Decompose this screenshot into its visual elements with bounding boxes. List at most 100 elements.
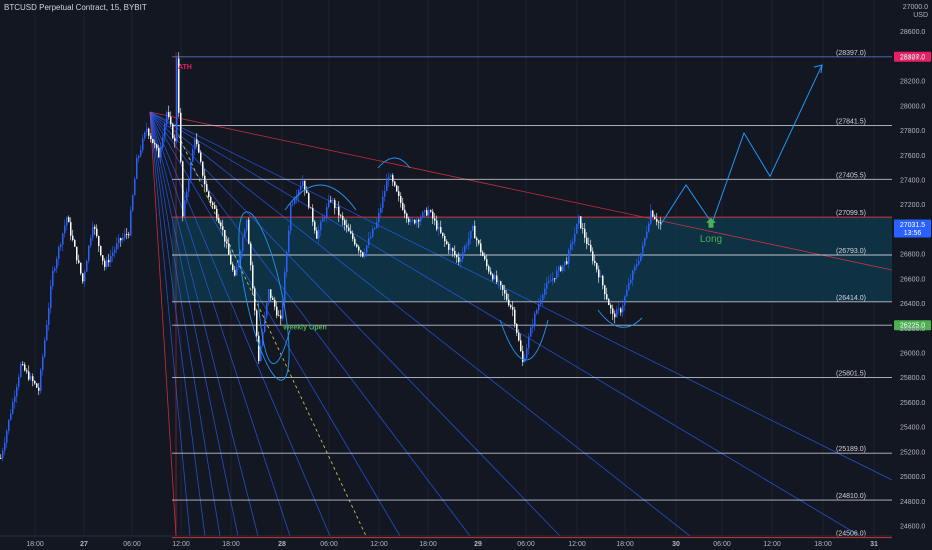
candle-body bbox=[548, 280, 550, 283]
candle-body bbox=[588, 244, 590, 245]
candle-body bbox=[466, 245, 468, 247]
candle-body bbox=[64, 225, 66, 234]
candle-body bbox=[16, 386, 18, 397]
candle-body bbox=[636, 264, 638, 267]
candle-body bbox=[622, 305, 624, 313]
candle-body bbox=[90, 237, 92, 246]
candle-body bbox=[316, 230, 318, 239]
candle-body bbox=[112, 252, 114, 256]
candle-body bbox=[482, 252, 484, 257]
level-price-tag-text: 28397.0 bbox=[900, 54, 925, 61]
candle-body bbox=[362, 252, 364, 257]
candle-body bbox=[392, 175, 394, 182]
candle-body bbox=[314, 221, 316, 231]
candle-body bbox=[154, 142, 156, 145]
candle-body bbox=[400, 195, 402, 203]
candle-body bbox=[454, 250, 456, 255]
candle-body bbox=[172, 124, 174, 139]
candle-body bbox=[148, 128, 150, 136]
candle-body bbox=[378, 212, 380, 223]
price-tick-label: 27600.0 bbox=[900, 153, 925, 160]
candle-body bbox=[108, 259, 110, 263]
candle-body bbox=[558, 266, 560, 271]
candle-body bbox=[628, 283, 630, 291]
axis-unit-block: 27000.0 USD bbox=[903, 4, 928, 20]
price-tick-label: 24800.0 bbox=[900, 499, 925, 506]
candle-body bbox=[592, 251, 594, 261]
candle-body bbox=[550, 280, 552, 282]
candle-body bbox=[298, 190, 300, 197]
candle-body bbox=[338, 206, 340, 216]
candle-body bbox=[18, 376, 20, 387]
candle-body bbox=[504, 289, 506, 294]
candle-body bbox=[638, 260, 640, 265]
candle-body bbox=[596, 263, 598, 270]
candle-body bbox=[496, 275, 498, 283]
candle-body bbox=[274, 299, 276, 307]
candle-body bbox=[104, 260, 106, 267]
projection-path bbox=[659, 64, 823, 226]
candle-body bbox=[290, 204, 292, 231]
candle-body bbox=[230, 254, 232, 265]
candle-body bbox=[72, 235, 74, 240]
candle-body bbox=[428, 210, 430, 216]
candle-body bbox=[358, 246, 360, 251]
candle-body bbox=[538, 304, 540, 311]
time-tick-label: 18:00 bbox=[616, 541, 634, 548]
candle-body bbox=[556, 270, 558, 279]
candle-body bbox=[606, 294, 608, 300]
fan-line bbox=[149, 111, 893, 481]
time-tick-label: 18:00 bbox=[419, 541, 437, 548]
fan-line bbox=[149, 111, 191, 537]
candle-body bbox=[528, 336, 530, 349]
candle-body bbox=[446, 241, 448, 244]
level-label: (24506.0) bbox=[836, 531, 866, 538]
candle-body bbox=[144, 132, 146, 139]
level-label: (27841.5) bbox=[836, 118, 866, 125]
time-tick-label: 31 bbox=[870, 541, 878, 548]
long-arrow-icon bbox=[706, 217, 716, 228]
candle-body bbox=[444, 236, 446, 242]
candle-body bbox=[182, 161, 184, 217]
candle-body bbox=[510, 305, 512, 308]
candle-body bbox=[492, 274, 494, 280]
candle-body bbox=[462, 252, 464, 259]
level-label: (28397.0) bbox=[836, 50, 866, 57]
candle-body bbox=[616, 309, 618, 318]
candle-body bbox=[200, 152, 202, 162]
gann-fan-lines bbox=[149, 52, 893, 537]
candle-body bbox=[430, 210, 432, 212]
time-tick-label: 06:00 bbox=[123, 541, 141, 548]
candle-body bbox=[286, 252, 288, 273]
time-tick-label: 29 bbox=[474, 541, 482, 548]
candle-body bbox=[390, 175, 392, 177]
candle-body bbox=[408, 218, 410, 222]
fan-line bbox=[149, 111, 401, 537]
candle-body bbox=[78, 260, 80, 263]
candle-body bbox=[480, 243, 482, 253]
candle-body bbox=[382, 196, 384, 208]
candle-body bbox=[272, 297, 274, 300]
candle-body bbox=[210, 197, 212, 203]
candle-body bbox=[604, 285, 606, 295]
candle-body bbox=[376, 222, 378, 228]
candle-body bbox=[618, 308, 620, 310]
price-tick-label: 25800.0 bbox=[900, 375, 925, 382]
candle-body bbox=[398, 191, 400, 196]
time-axis[interactable]: 18:00 27 06:00 12:00 18:00 28 06:00 12:00 18:00 2… bbox=[0, 535, 892, 548]
horizontal-levels[interactable]: (28397.0) 28397.0 (27841.5) (27405.5) (27099… bbox=[172, 50, 931, 539]
candle-body bbox=[554, 278, 556, 280]
price-axis[interactable]: 24600.0 24800.0 25000.0 25200.0 25400.0 25600… bbox=[894, 29, 931, 531]
time-tick-label: 18:00 bbox=[26, 541, 44, 548]
candle-body bbox=[342, 215, 344, 221]
candle-body bbox=[426, 210, 428, 216]
ath-label: ATH bbox=[178, 64, 192, 71]
candle-body bbox=[194, 139, 196, 150]
candle-body bbox=[380, 207, 382, 213]
candle-body bbox=[50, 285, 52, 308]
candle-body bbox=[94, 226, 96, 229]
pattern-drawings bbox=[238, 157, 643, 381]
candle-body bbox=[516, 324, 518, 333]
candle-body bbox=[82, 273, 84, 282]
